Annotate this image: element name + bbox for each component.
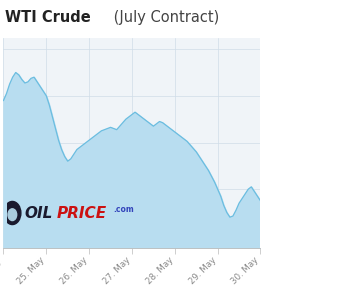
Text: (July Contract): (July Contract) xyxy=(109,10,219,25)
Text: PRICE: PRICE xyxy=(57,206,107,220)
Circle shape xyxy=(4,202,21,224)
Text: OIL: OIL xyxy=(24,206,52,220)
Text: WTI Crude: WTI Crude xyxy=(5,10,91,25)
Text: .com: .com xyxy=(113,205,134,214)
Circle shape xyxy=(8,209,17,220)
